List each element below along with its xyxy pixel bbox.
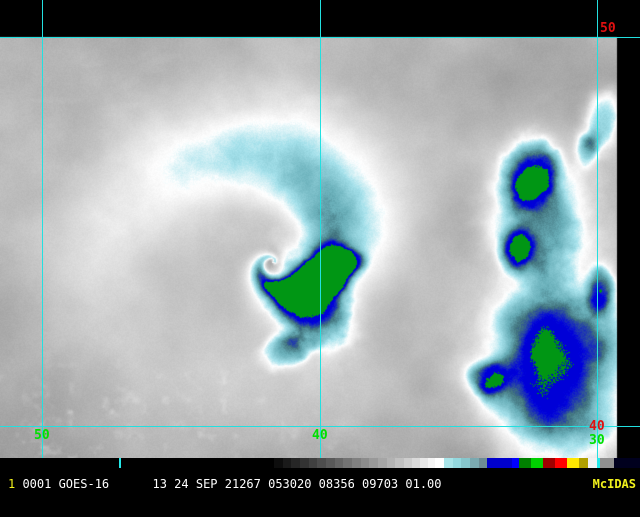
enhancement-segment	[291, 458, 301, 468]
grid-meridian-line	[320, 0, 321, 458]
enhancement-segment	[461, 458, 471, 468]
status-image-metadata: 0001 GOES-16 13 24 SEP 21267 053020 0835…	[15, 477, 442, 491]
enhancement-segment	[444, 458, 454, 468]
enhancement-segment	[542, 458, 556, 468]
enhancement-segment	[478, 458, 488, 468]
enhancement-segment	[395, 458, 405, 468]
enhancement-segment	[487, 458, 513, 468]
image-status-line: 1 0001 GOES-16 13 24 SEP 21267 053020 08…	[0, 468, 640, 490]
enhancement-segment	[352, 458, 362, 468]
enhancement-segment	[317, 458, 327, 468]
enhancement-segment	[360, 458, 371, 468]
enhancement-segment	[587, 458, 598, 468]
enhancement-color-bar[interactable]	[0, 458, 640, 468]
enhancement-segment	[530, 458, 544, 468]
grid-coordinate-label: 30	[589, 433, 605, 448]
enhancement-segment	[613, 458, 640, 468]
enhancement-segment	[378, 458, 388, 468]
enhancement-segment	[579, 458, 589, 468]
grid-coordinate-label: 40	[312, 428, 328, 443]
enhancement-segment	[452, 458, 462, 468]
enhancement-segment	[0, 458, 91, 468]
enhancement-segment	[90, 458, 95, 468]
enhancement-segment	[93, 458, 96, 468]
enhancement-segment	[427, 458, 436, 468]
enhancement-segment	[419, 458, 429, 468]
enhancement-segment	[334, 458, 344, 468]
enhancement-segment	[95, 458, 275, 468]
enhancement-segment	[282, 458, 292, 468]
mcidas-image-window: 50 50 40 40 30 1 0001 GOES-16 13 24 SEP 2126…	[0, 0, 640, 490]
enhancement-segment	[555, 458, 568, 468]
enhancement-segment	[369, 458, 379, 468]
grid-parallel-line	[0, 426, 640, 427]
enhancement-segment	[511, 458, 520, 468]
enhancement-segment	[596, 458, 601, 468]
enhancement-segment	[308, 458, 318, 468]
enhancement-segment	[411, 458, 421, 468]
bottom-status-area: 1 0001 GOES-16 13 24 SEP 21267 053020 08…	[0, 458, 640, 490]
grid-meridian-line	[42, 0, 43, 458]
satellite-image-canvas[interactable]: 50 50 40 40 30	[0, 0, 640, 458]
enhancement-segment	[386, 458, 397, 468]
grid-parallel-line	[0, 37, 640, 38]
enhancement-segment	[600, 458, 615, 468]
enhancement-segment	[518, 458, 532, 468]
grid-coordinate-label: 50	[34, 428, 50, 443]
grid-coordinate-label: 50	[600, 21, 616, 36]
enhancement-segment	[435, 458, 445, 468]
enhancement-segment	[343, 458, 353, 468]
grid-coordinate-label: 40	[589, 419, 605, 434]
enhancement-tick-marker	[119, 458, 121, 468]
enhancement-segment	[300, 458, 310, 468]
enhancement-segment	[567, 458, 580, 468]
grid-meridian-line	[597, 0, 598, 458]
enhancement-segment	[274, 458, 284, 468]
enhancement-segment	[404, 458, 413, 468]
enhancement-segment	[470, 458, 480, 468]
enhancement-segment	[326, 458, 336, 468]
